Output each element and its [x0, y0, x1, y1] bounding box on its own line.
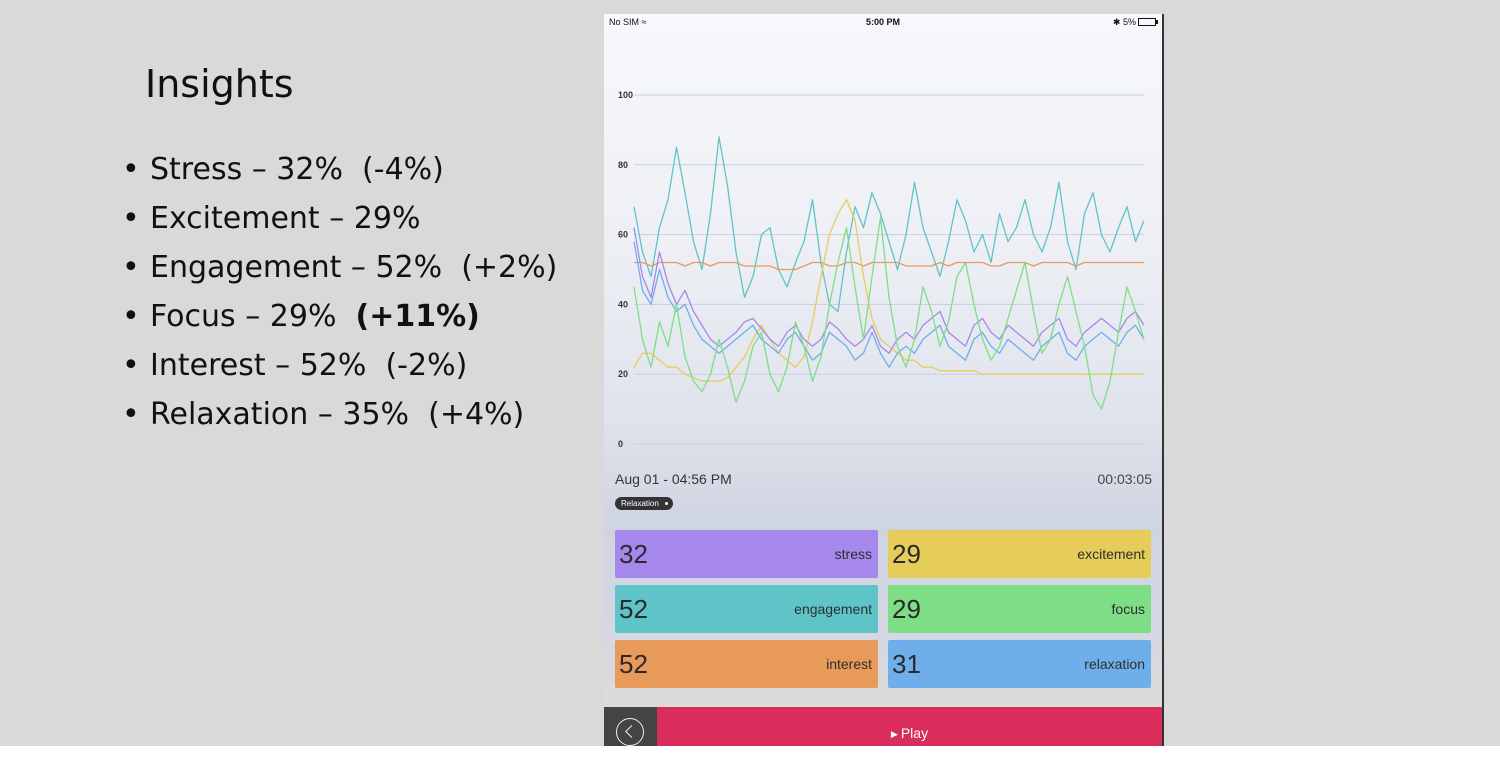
insight-label: Engagement — [150, 250, 342, 285]
play-label: Play — [900, 725, 929, 741]
insight-label: Relaxation — [150, 397, 309, 432]
status-time: 5:00 PM — [866, 17, 901, 27]
insight-change: (-4%) — [362, 152, 444, 187]
metric-value: 29 — [892, 594, 921, 624]
metric-tile-focus[interactable]: 29 focus — [888, 585, 1151, 633]
insight-label: Interest — [150, 348, 266, 383]
insight-change: (+4%) — [428, 397, 525, 432]
insight-label: Focus — [150, 299, 236, 334]
insight-gap — [420, 201, 430, 236]
insight-gap — [442, 250, 461, 285]
insight-gap — [336, 299, 355, 334]
bullet-dot: • — [122, 152, 140, 187]
metric-value: 32 — [619, 539, 648, 569]
metric-tile-excitement[interactable]: 29 excitement — [888, 530, 1151, 578]
series-line-5 — [633, 216, 1145, 410]
insight-item: • Excitement – 29% — [122, 194, 557, 243]
insight-item: • Focus – 29% (+11%) — [122, 292, 557, 341]
metric-tile-relaxation[interactable]: 31 relaxation — [888, 640, 1151, 688]
bullet-dot: • — [122, 250, 140, 285]
battery-icon — [1138, 18, 1158, 26]
series-line-2 — [633, 199, 1144, 382]
insight-label: Excitement — [150, 201, 320, 236]
insight-dash: – — [235, 299, 270, 334]
insight-change: (+11%) — [355, 299, 480, 334]
play-icon: ▶ — [890, 729, 898, 739]
session-date: Aug 01 - 04:56 PM — [615, 471, 732, 487]
metric-label: engagement — [794, 601, 872, 617]
ipad-screenshot: No SIM ≈ 5:00 PM ✱ 5% 0 20 40 60 80 100 Aug 0… — [604, 14, 1164, 746]
insight-dash: – — [308, 397, 343, 432]
bullet-dot: • — [122, 201, 140, 236]
series-line-1 — [634, 261, 1144, 271]
session-duration: 00:03:05 — [1097, 471, 1153, 487]
presentation-slide: Insights • Stress – 32% (-4%) • Excitement … — [0, 0, 1500, 746]
insight-dash: – — [319, 201, 354, 236]
wifi-icon: ≈ — [641, 17, 647, 27]
metric-tile-engagement[interactable]: 52 engagement — [615, 585, 878, 633]
metric-value: 52 — [619, 649, 648, 679]
metric-label: excitement — [1077, 546, 1145, 562]
bullet-dot: • — [122, 348, 140, 383]
insight-item: • Interest – 52% (-2%) — [122, 341, 557, 390]
insight-value: 52% — [375, 250, 443, 285]
chevron-left-icon — [616, 718, 644, 746]
insight-gap — [343, 152, 362, 187]
insight-value: 29% — [269, 299, 337, 334]
metric-label: relaxation — [1084, 656, 1145, 672]
insight-dash: – — [242, 152, 277, 187]
series-line-3 — [633, 227, 1145, 354]
insight-item: • Relaxation – 35% (+4%) — [122, 390, 557, 439]
y-tick-label: 40 — [618, 299, 628, 309]
y-tick-label: 100 — [618, 90, 633, 100]
insight-dash: – — [341, 250, 376, 285]
play-button[interactable]: ▶ Play — [657, 707, 1162, 746]
mode-tag[interactable]: Relaxation — [615, 497, 673, 510]
status-carrier: No SIM ≈ — [609, 17, 647, 27]
insight-dash: – — [265, 348, 300, 383]
metric-label: interest — [826, 656, 872, 672]
battery-percent: 5% — [1122, 17, 1136, 27]
y-tick-label: 80 — [618, 160, 628, 170]
series-line-0 — [633, 136, 1145, 313]
insight-value: 32% — [276, 152, 343, 187]
status-right: ✱ 5% — [1112, 17, 1158, 28]
insight-value: 35% — [342, 397, 410, 432]
bullet-dot: • — [122, 397, 140, 432]
metric-tile-interest[interactable]: 52 interest — [615, 640, 878, 688]
insight-change: (+2%) — [461, 250, 558, 285]
insight-gap — [366, 348, 385, 383]
insight-item: • Stress – 32% (-4%) — [122, 145, 557, 194]
insight-list: • Stress – 32% (-4%) • Excitement – 29% • En… — [122, 145, 557, 439]
insight-label: Stress — [150, 152, 243, 187]
metric-value: 29 — [892, 539, 921, 569]
series-line-4 — [633, 241, 1145, 368]
insight-item: • Engagement – 52% (+2%) — [122, 243, 557, 292]
y-tick-label: 60 — [618, 230, 628, 240]
insight-value: 29% — [353, 201, 421, 236]
metric-tile-stress[interactable]: 32 stress — [615, 530, 878, 578]
insight-change: (-2%) — [385, 348, 468, 383]
metric-label: focus — [1111, 601, 1145, 617]
y-tick-label: 20 — [618, 369, 628, 379]
back-button[interactable] — [604, 707, 657, 746]
bluetooth-icon: ✱ — [1112, 17, 1121, 27]
emotion-line-chart: 0 20 40 60 80 100 — [618, 90, 1145, 449]
slide-title: Insights — [145, 62, 294, 106]
insight-gap — [409, 397, 428, 432]
bullet-dot: • — [122, 299, 140, 334]
y-tick-label: 0 — [618, 439, 623, 449]
metric-label: stress — [834, 546, 872, 562]
metric-value: 31 — [892, 649, 921, 679]
insight-value: 52% — [299, 348, 367, 383]
metric-value: 52 — [619, 594, 648, 624]
